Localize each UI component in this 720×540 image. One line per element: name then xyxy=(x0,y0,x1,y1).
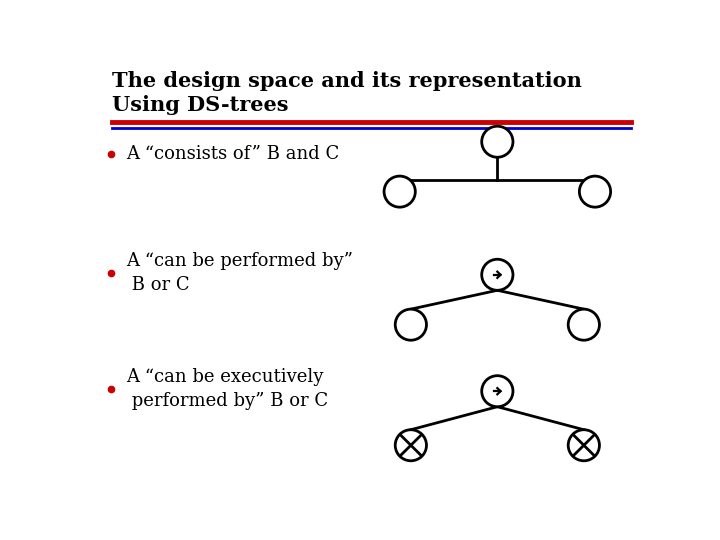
Ellipse shape xyxy=(395,430,426,461)
Text: A “can be executively
 performed by” B or C: A “can be executively performed by” B or… xyxy=(126,368,328,410)
Ellipse shape xyxy=(568,430,600,461)
Text: A “can be performed by”
 B or C: A “can be performed by” B or C xyxy=(126,252,354,294)
Text: A “consists of” B and C: A “consists of” B and C xyxy=(126,145,340,163)
Ellipse shape xyxy=(482,376,513,407)
Ellipse shape xyxy=(395,309,426,340)
Ellipse shape xyxy=(384,176,415,207)
Ellipse shape xyxy=(580,176,611,207)
Ellipse shape xyxy=(568,309,600,340)
Ellipse shape xyxy=(482,126,513,157)
Text: The design space and its representation
Using DS-trees: The design space and its representation … xyxy=(112,71,582,115)
Ellipse shape xyxy=(482,259,513,291)
